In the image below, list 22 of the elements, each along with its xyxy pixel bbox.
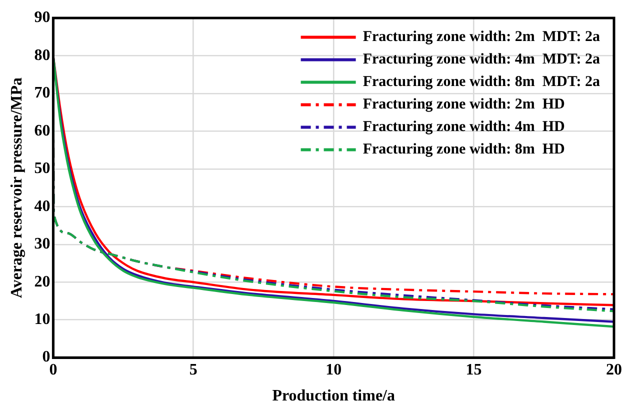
y-tick-label: 10	[34, 311, 50, 328]
x-tick-label: 15	[466, 361, 482, 378]
x-axis-title: Production time/a	[272, 388, 396, 405]
y-tick-label: 30	[34, 236, 50, 253]
y-tick-label: 0	[42, 348, 50, 366]
y-tick-label: 60	[34, 122, 50, 140]
legend-label: Fracturing zone width: 4m MDT: 2a	[362, 52, 600, 68]
y-tick-label: 50	[34, 160, 50, 178]
x-tick-label: 20	[606, 361, 622, 378]
legend-label: Fracturing zone width: 4m HD	[362, 119, 566, 136]
legend-label: Fracturing zone width: 2m MDT: 2a	[362, 29, 600, 46]
y-axis-title: Average reservoir pressure/MPa	[8, 77, 26, 298]
x-tick-label: 10	[326, 361, 342, 378]
legend-label: Fracturing zone width: 2m HD	[362, 96, 566, 113]
y-tick-label: 70	[34, 84, 50, 102]
legend-label: Fracturing zone width: 8m HD	[362, 142, 566, 158]
x-tick-label: 5	[189, 361, 198, 378]
y-tick-label: 80	[34, 46, 50, 64]
y-tick-label: 20	[34, 273, 50, 290]
y-tick-label: 90	[34, 9, 50, 26]
legend-label: Fracturing zone width: 8m MDT: 2a	[362, 74, 600, 90]
y-tick-label: 40	[34, 198, 50, 215]
